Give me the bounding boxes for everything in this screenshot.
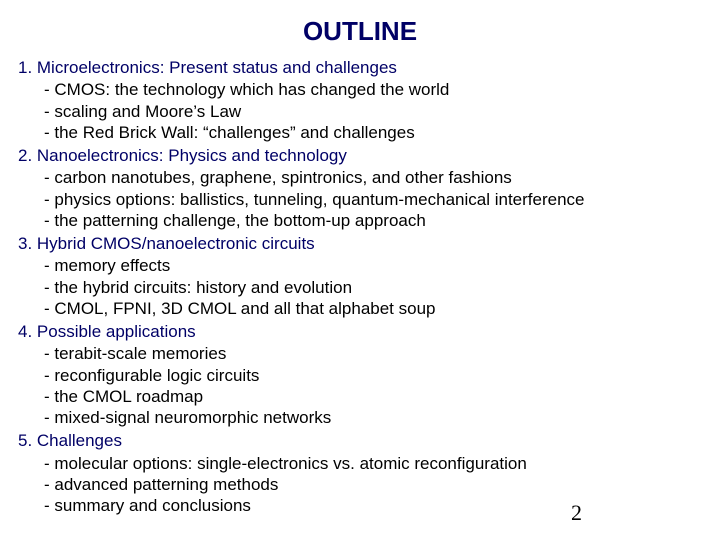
page-title: OUTLINE bbox=[18, 16, 702, 47]
bullet-item: - scaling and Moore’s Law bbox=[44, 101, 702, 122]
bullet-item: - the Red Brick Wall: “challenges” and c… bbox=[44, 122, 702, 143]
section-heading: 1. Microelectronics: Present status and … bbox=[18, 57, 702, 78]
bullet-item: - CMOS: the technology which has changed… bbox=[44, 79, 702, 100]
bullet-item: - the hybrid circuits: history and evolu… bbox=[44, 277, 702, 298]
slide: OUTLINE 1. Microelectronics: Present sta… bbox=[0, 0, 720, 540]
bullet-item: - terabit-scale memories bbox=[44, 343, 702, 364]
bullet-item: - memory effects bbox=[44, 255, 702, 276]
bullet-item: - molecular options: single-electronics … bbox=[44, 453, 702, 474]
section-heading: 3. Hybrid CMOS/nanoelectronic circuits bbox=[18, 233, 702, 254]
outline-content: 1. Microelectronics: Present status and … bbox=[18, 57, 702, 516]
bullet-item: - CMOL, FPNI, 3D CMOL and all that alpha… bbox=[44, 298, 702, 319]
bullet-item: - carbon nanotubes, graphene, spintronic… bbox=[44, 167, 702, 188]
bullet-item: - mixed-signal neuromorphic networks bbox=[44, 407, 702, 428]
section-heading: 5. Challenges bbox=[18, 430, 702, 451]
bullet-item: - physics options: ballistics, tunneling… bbox=[44, 189, 702, 210]
section-heading: 2. Nanoelectronics: Physics and technolo… bbox=[18, 145, 702, 166]
bullet-item: - summary and conclusions bbox=[44, 495, 702, 516]
bullet-item: - advanced patterning methods bbox=[44, 474, 702, 495]
bullet-item: - the patterning challenge, the bottom-u… bbox=[44, 210, 702, 231]
section-heading: 4. Possible applications bbox=[18, 321, 702, 342]
bullet-item: - the CMOL roadmap bbox=[44, 386, 702, 407]
bullet-item: - reconfigurable logic circuits bbox=[44, 365, 702, 386]
page-number: 2 bbox=[571, 500, 582, 526]
